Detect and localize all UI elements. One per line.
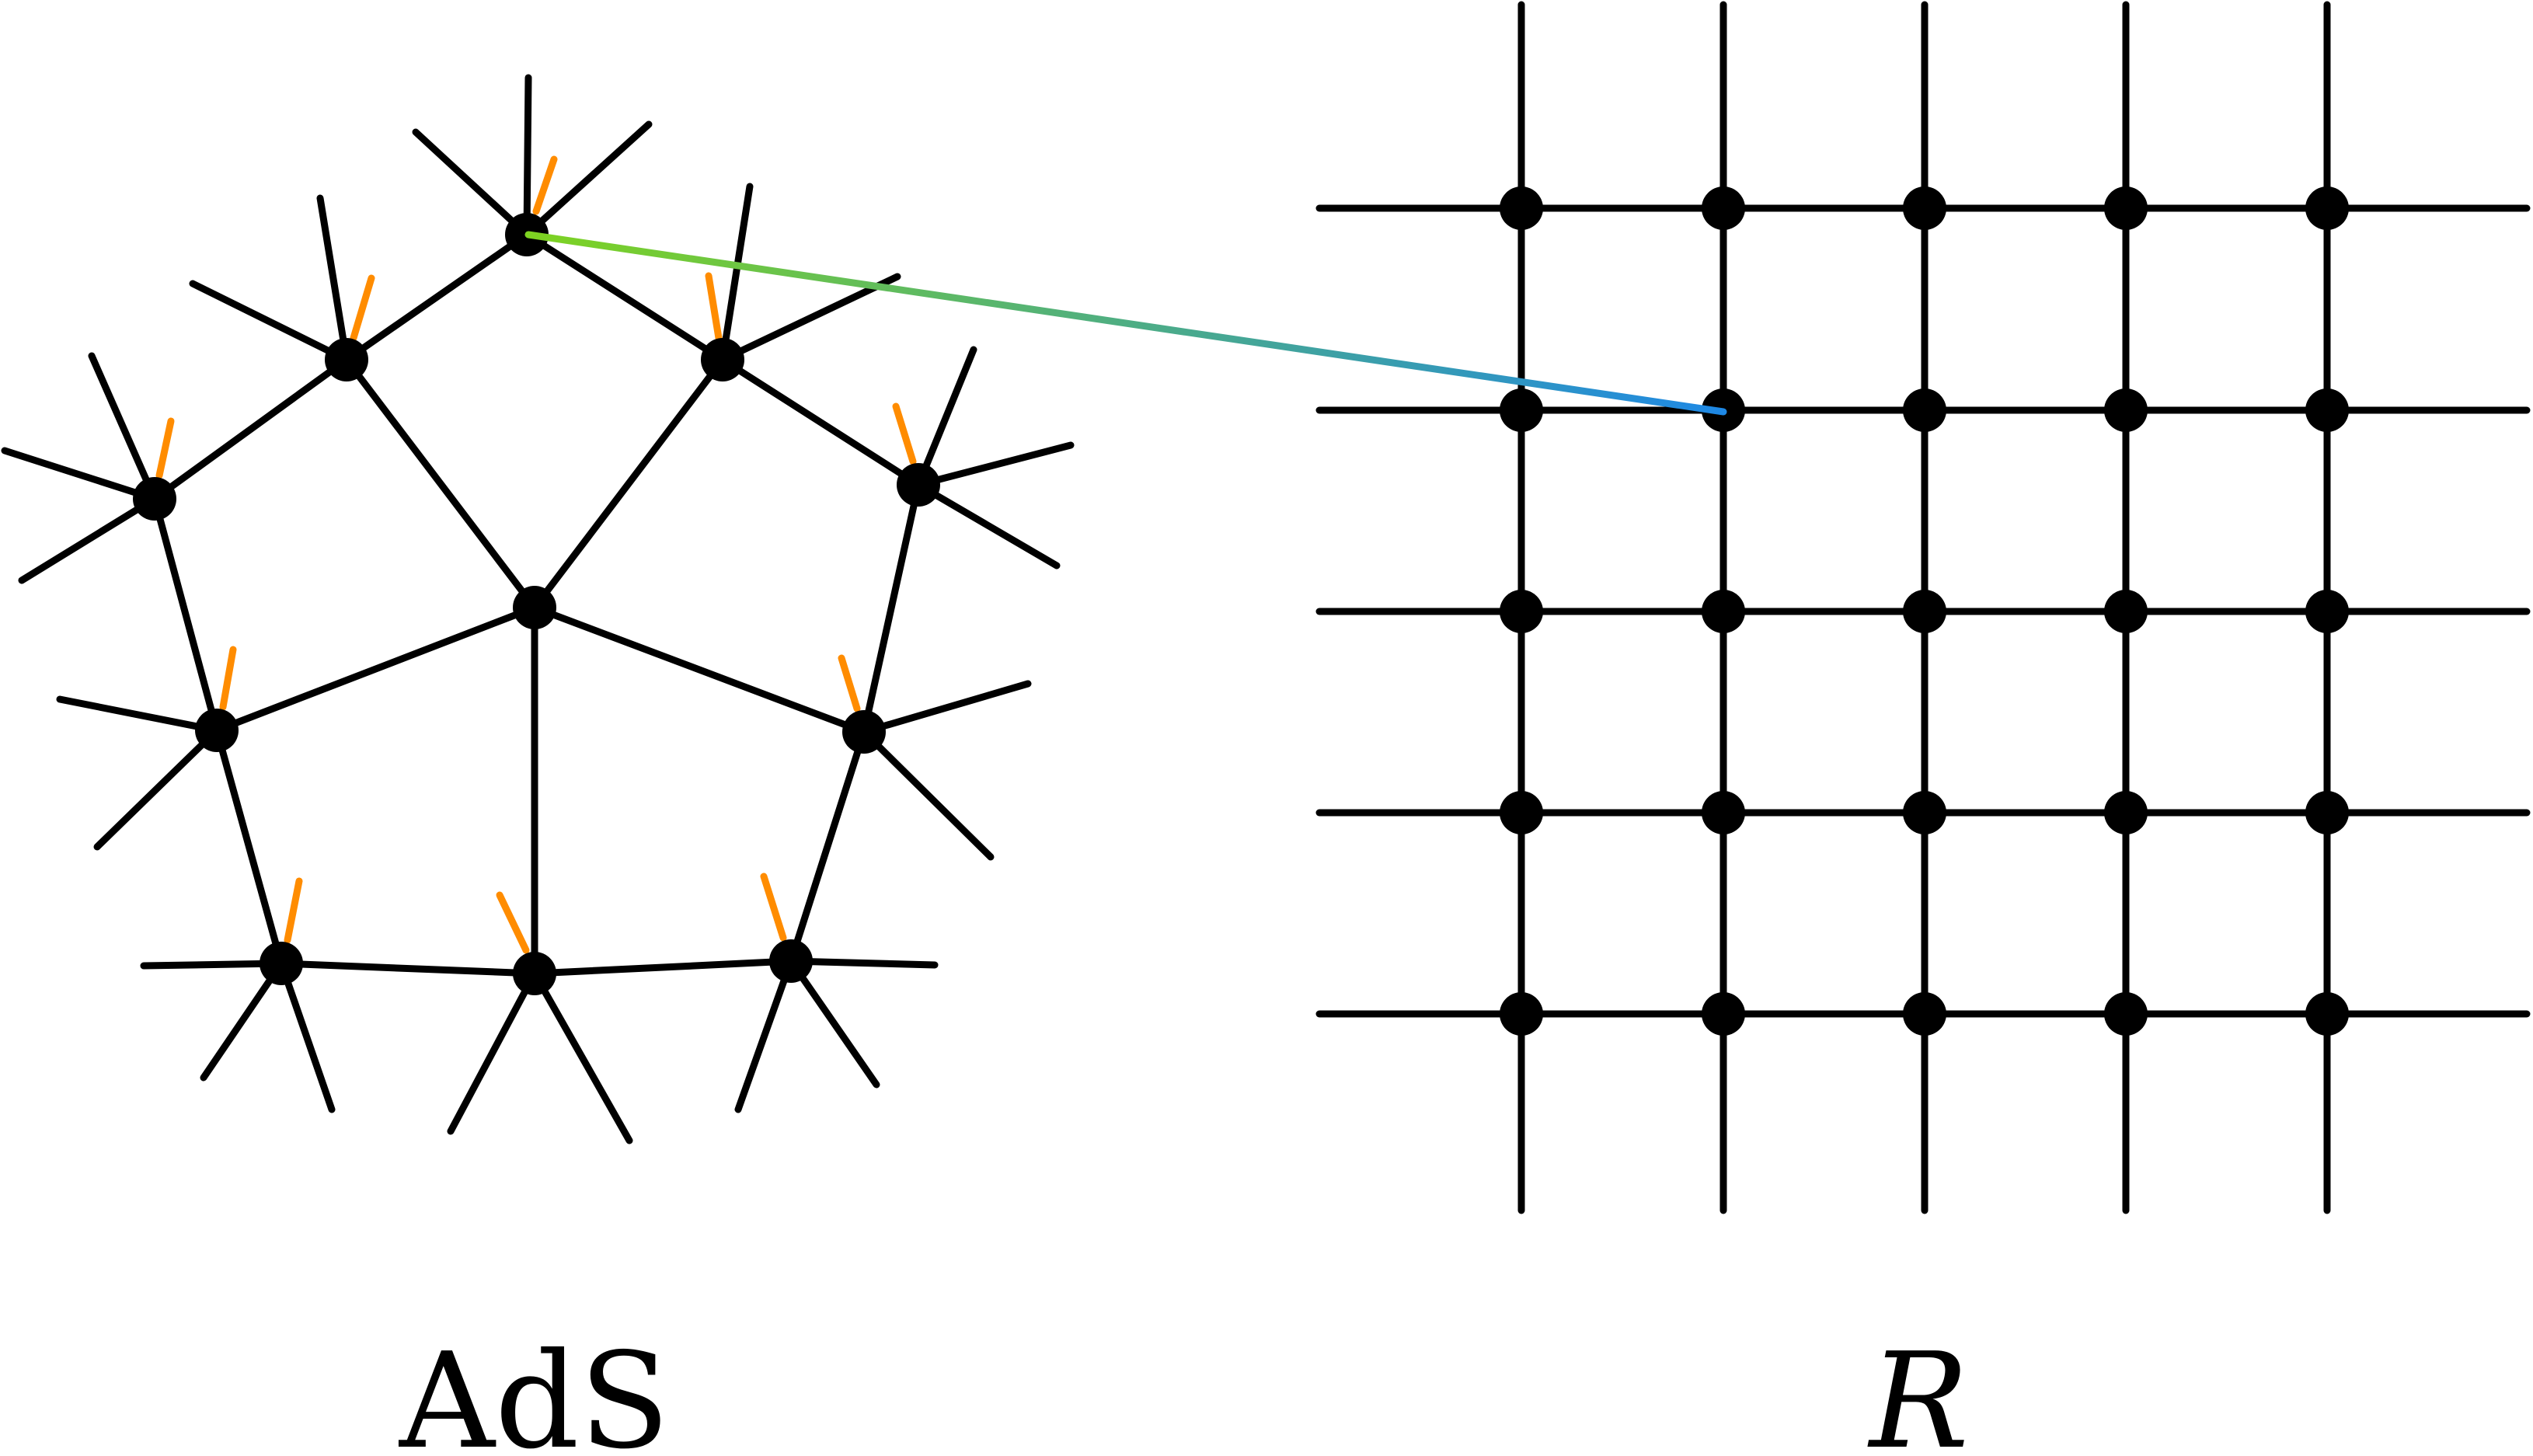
lattice-node (2305, 791, 2349, 834)
lattice-node (2305, 992, 2349, 1036)
ads-branch (860, 680, 1032, 736)
orange-marker (532, 155, 558, 215)
ads-node (260, 942, 303, 985)
lattice-node (1500, 992, 1543, 1036)
lattice-node (1500, 590, 1543, 633)
ads-branch (915, 346, 977, 489)
ads-label: AdS (399, 1325, 670, 1456)
ads-edge (787, 728, 868, 965)
lattice-node (1500, 791, 1543, 834)
ads-branch (787, 957, 880, 1089)
orange-marker (284, 877, 303, 944)
ads-node (513, 952, 556, 995)
ads-branch (140, 960, 285, 970)
orange-marker (892, 402, 917, 465)
ads-branch (316, 194, 350, 364)
lattice-node (1702, 590, 1745, 633)
ads-node (513, 586, 556, 629)
ads-nodes (133, 213, 940, 995)
ads-edge (343, 356, 538, 611)
ads-edge (213, 604, 538, 734)
lattice-node (1702, 791, 1745, 834)
orange-marker (760, 873, 787, 942)
ads-edge (531, 356, 726, 611)
lattice-node (2305, 186, 2349, 230)
lattice-node (2104, 388, 2148, 432)
lattice-node (1903, 791, 1946, 834)
ads-edge (531, 957, 795, 977)
ads-branch (412, 128, 531, 239)
lattice-node (1903, 388, 1946, 432)
lattice-node (2305, 388, 2349, 432)
ads-edge (277, 960, 538, 977)
lattice-node (2104, 791, 2148, 834)
ads-edge (213, 726, 285, 967)
ads-graph (1, 74, 1075, 1144)
lattice-node (2104, 992, 2148, 1036)
ads-edge (151, 495, 221, 734)
lattice-nodes (1500, 186, 2349, 1036)
ads-node (195, 709, 239, 752)
ads-edge (860, 481, 922, 736)
ads-node (133, 477, 176, 521)
lattice-node (1903, 186, 1946, 230)
ads-branch (56, 695, 221, 734)
ads-branch (93, 726, 221, 851)
lattice-node (1500, 186, 1543, 230)
ads-node (325, 338, 368, 381)
ads-node (842, 710, 886, 754)
orange-marker (219, 646, 237, 711)
ads-markers (155, 155, 917, 954)
ads-edge (523, 231, 726, 364)
lattice-node (1903, 992, 1946, 1036)
lattice-node (2305, 590, 2349, 633)
ads-branch (18, 495, 159, 584)
lattice-node (2104, 186, 2148, 230)
ads-branch (277, 960, 336, 1113)
orange-marker (350, 274, 375, 342)
ads-node (897, 463, 940, 507)
orange-marker (705, 272, 723, 342)
orange-marker (155, 417, 175, 479)
ads-branch (523, 120, 653, 239)
ads-edge (151, 356, 350, 503)
ads-branch (915, 481, 1061, 570)
ads-branch (200, 960, 285, 1082)
ads-node (701, 338, 744, 381)
ads-branch (915, 441, 1075, 489)
ads-branch (734, 957, 795, 1113)
ads-branch (719, 183, 754, 364)
ads-branch (787, 957, 939, 969)
r-label: R (1867, 1325, 1969, 1456)
ads-branch (88, 352, 159, 503)
ads-branch (523, 74, 532, 239)
ads-branch (189, 280, 350, 364)
ads-edge (719, 356, 922, 489)
ads-branch (1, 447, 159, 503)
lattice-node (1903, 590, 1946, 633)
ads-branch (860, 728, 995, 861)
ads-edge (531, 604, 868, 736)
lattice-node (1702, 186, 1745, 230)
ads-branch (447, 970, 538, 1135)
correspondence-link (524, 231, 1727, 416)
ads-branch (719, 273, 901, 364)
lattice-node (2104, 590, 2148, 633)
ads-branch (531, 970, 633, 1144)
lattice-node (1500, 388, 1543, 432)
ads-edge (343, 231, 531, 364)
orange-marker (838, 654, 861, 712)
lattice-node (1702, 992, 1745, 1036)
ads-node (769, 939, 813, 983)
orange-marker (496, 891, 530, 954)
